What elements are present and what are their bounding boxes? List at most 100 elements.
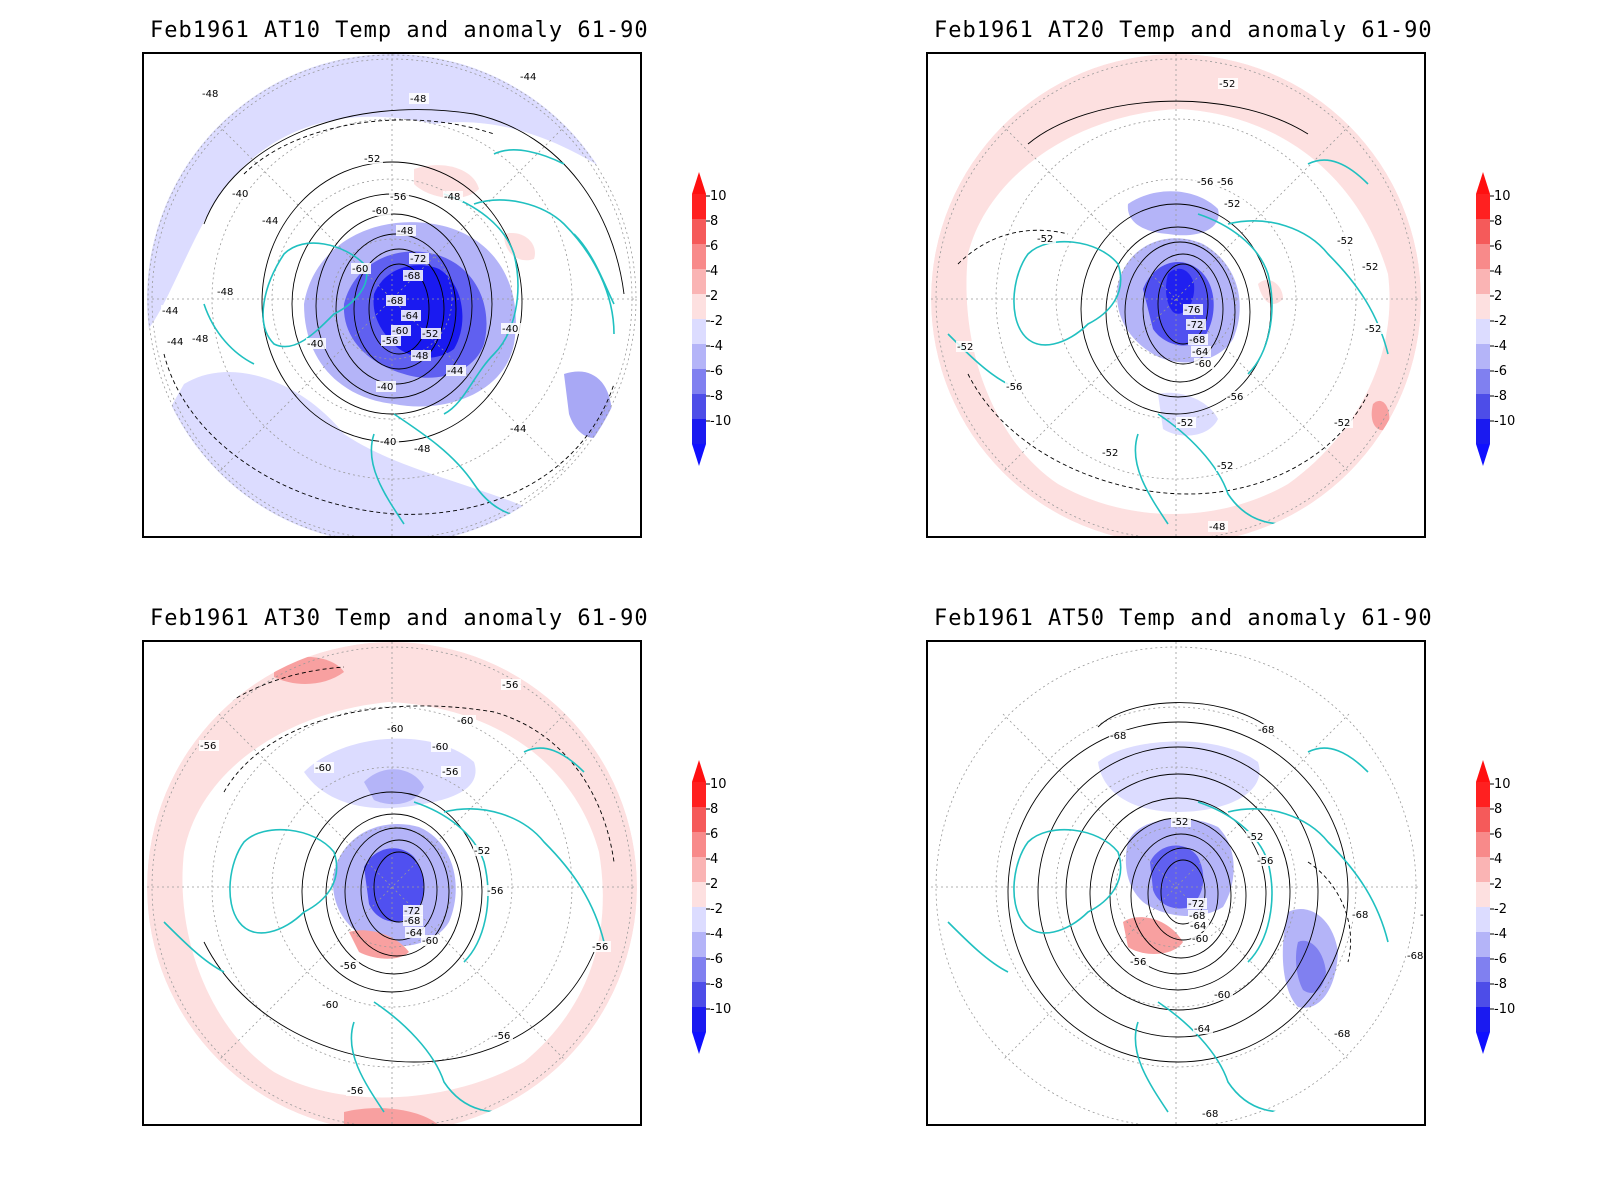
panel-title: Feb1961 AT10 Temp and anomaly 61-90 <box>150 18 649 43</box>
contour-label: -60 <box>457 716 473 727</box>
contour-label: -48 <box>414 444 430 455</box>
colorbar-segment <box>1476 269 1490 294</box>
colorbar-tick-label: 2 <box>1494 877 1502 892</box>
colorbar-tick-label: 2 <box>1494 289 1502 304</box>
contour-label: -60 <box>1192 934 1208 945</box>
colorbar-tick-label: -10 <box>710 414 731 429</box>
colorbar-tick-label: -4 <box>710 927 723 942</box>
colorbar-segment <box>1476 982 1490 1007</box>
colorbar-segment <box>692 194 706 219</box>
colorbar-tick-label: 2 <box>710 289 718 304</box>
contour-label: -56 <box>592 942 608 953</box>
colorbar-segment <box>1476 932 1490 957</box>
panel-title: Feb1961 AT20 Temp and anomaly 61-90 <box>934 18 1433 43</box>
contour-label: -40 <box>232 189 248 200</box>
contour-label: -52 <box>1365 324 1381 335</box>
colorbar-tick-label: -4 <box>1494 339 1507 354</box>
contour-label: -56 <box>1227 392 1243 403</box>
colorbar-tick-label: 8 <box>1494 214 1502 229</box>
panel-title: Feb1961 AT50 Temp and anomaly 61-90 <box>934 606 1433 631</box>
colorbar-tick-label: -2 <box>710 902 723 917</box>
colorbar-tick-label: 6 <box>1494 827 1502 842</box>
colorbar-segment <box>692 319 706 344</box>
contour-label: -48 <box>397 226 413 237</box>
contour-label: -56 <box>1006 382 1022 393</box>
contour-label: -64 <box>1192 347 1208 358</box>
contour-label: -72 <box>410 254 426 265</box>
contour-label: -72 <box>1188 899 1204 910</box>
contour-label: -52 <box>1037 234 1053 245</box>
contour-label: -52 <box>957 342 973 353</box>
contour-label: -60 <box>322 1000 338 1011</box>
contour-label: -44 <box>510 424 526 435</box>
contour-label: -68 <box>1110 731 1126 742</box>
colorbar-bottom-arrow <box>692 1032 706 1054</box>
contour-label: -44 <box>167 337 183 348</box>
colorbar-segment <box>692 219 706 244</box>
contour-label: -56 <box>1197 177 1213 188</box>
colorbar-segment <box>1476 194 1490 219</box>
contour-label: -68 <box>404 916 420 927</box>
contour-label: -68 <box>1334 1029 1350 1040</box>
contour-labels-at10: -44-44-44-48-48-52-56-48-60-40-44-48-60-… <box>161 71 539 455</box>
colorbar-tick-label: -6 <box>710 952 723 967</box>
contour-label: -48 <box>412 351 428 362</box>
contour-label: -72 <box>404 906 420 917</box>
contour-label: -68 <box>1407 951 1423 962</box>
contour-label: -44 <box>447 366 463 377</box>
contour-label: -52 <box>1219 79 1235 90</box>
colorbar-segment <box>1476 319 1490 344</box>
contour-label: -56 <box>502 680 518 691</box>
colorbar-segment <box>692 932 706 957</box>
colorbar-tick-label: -8 <box>1494 389 1507 404</box>
colorbar-tick-label: -8 <box>710 389 723 404</box>
contour-label: -52 <box>1217 461 1233 472</box>
map-svg <box>147 642 637 1124</box>
colorbar-segment <box>1476 832 1490 857</box>
contour-label: -52 <box>474 846 490 857</box>
colorbar-segment <box>1476 807 1490 832</box>
colorbar-segment <box>692 907 706 932</box>
colorbar-tick-label: -10 <box>1494 414 1515 429</box>
colorbar-segment <box>692 1007 706 1032</box>
contour-label: -52 <box>1177 418 1193 429</box>
colorbar-tick-label: 6 <box>1494 239 1502 254</box>
colorbar-segment <box>692 857 706 882</box>
colorbar-bottom-arrow <box>1476 1032 1490 1054</box>
colorbar-segment <box>1476 907 1490 932</box>
colorbar-segment <box>692 344 706 369</box>
contour-label: -60 <box>422 936 438 947</box>
colorbar-segment <box>1476 344 1490 369</box>
contour-label: -44 <box>262 216 278 227</box>
contour-label: -48 <box>202 89 218 100</box>
colorbar-tick-label: 2 <box>710 877 718 892</box>
contour-label: -44 <box>162 306 178 317</box>
contour-label: -52 <box>1102 448 1118 459</box>
contour-label: -52 <box>1224 199 1240 210</box>
colorbar-segment <box>692 957 706 982</box>
colorbar-tick-label: 8 <box>1494 802 1502 817</box>
contour-label: -56 <box>494 1031 510 1042</box>
colorbar-top-arrow <box>1476 172 1490 194</box>
colorbar-segment <box>692 832 706 857</box>
colorbar-tick-label: 4 <box>1494 264 1502 279</box>
contour-label: -48 <box>192 334 208 345</box>
colorbar-tick-label: 4 <box>1494 852 1502 867</box>
contour-label: -56 <box>1257 856 1273 867</box>
colorbar-tick-label: -2 <box>710 314 723 329</box>
colorbar-tick-label: -4 <box>710 339 723 354</box>
colorbar-4: 10 8 6 4 2 -2 -4 -6 -8 -10 <box>1474 760 1534 1054</box>
colorbar-segment <box>692 269 706 294</box>
map-at10: -44-44-44-48-48-52-56-48-60-40-44-48-60-… <box>142 52 642 538</box>
colorbar-segment <box>692 419 706 444</box>
colorbar-segment <box>1476 957 1490 982</box>
contour-label: -48 <box>410 94 426 105</box>
contour-label: -52 <box>1362 262 1378 273</box>
colorbar-tick-label: -6 <box>710 364 723 379</box>
contour-label: -48 <box>217 287 233 298</box>
colorbar-tick-label: 4 <box>710 264 718 279</box>
colorbar-tick-label: -6 <box>1494 364 1507 379</box>
colorbar-tick-label: 10 <box>1494 189 1511 204</box>
map-at20: -52 -56 -56 -52 -52 -52 -76 -72 -68 -64 -60 -52 -52-… <box>926 52 1426 538</box>
colorbar-tick-label: -8 <box>1494 977 1507 992</box>
